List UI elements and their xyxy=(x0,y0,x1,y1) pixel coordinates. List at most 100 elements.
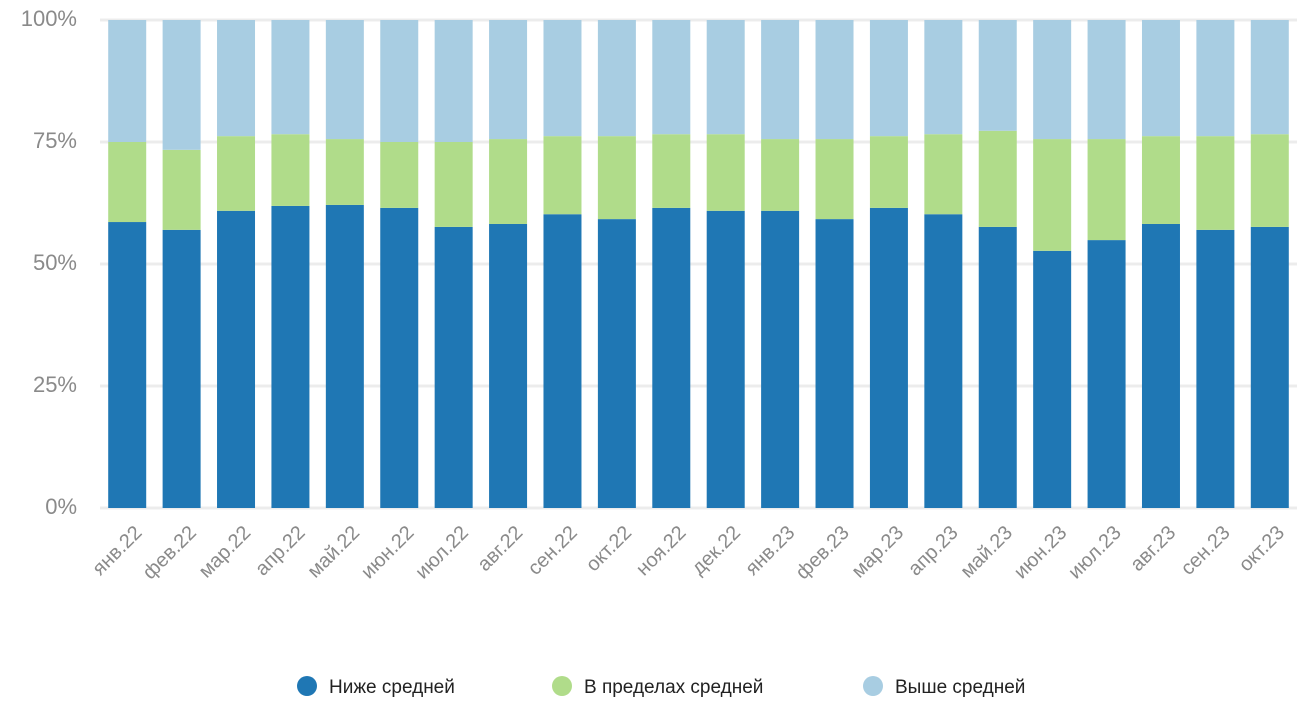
x-tick-label: сен.22 xyxy=(524,522,582,580)
x-tick-label: янв.23 xyxy=(741,522,799,580)
x-tick-label: авг.22 xyxy=(473,522,527,576)
bar-segment xyxy=(325,204,364,508)
x-tick-label: дек.22 xyxy=(687,522,745,580)
bar-segment xyxy=(1196,136,1235,230)
bar-segment xyxy=(217,136,256,211)
bar-segment xyxy=(706,20,745,135)
x-tick-label: май.22 xyxy=(303,522,364,583)
x-tick-label: янв.22 xyxy=(88,522,146,580)
bar-segment xyxy=(924,134,963,215)
bar-segment xyxy=(706,210,745,509)
x-tick-label: мар.22 xyxy=(195,522,256,583)
bar-segment xyxy=(978,226,1017,509)
bar-segment xyxy=(761,139,800,211)
bar-segment xyxy=(1141,223,1180,508)
bar-segment xyxy=(489,20,528,140)
x-tick-label: фев.23 xyxy=(792,522,854,584)
x-tick-label: июл.23 xyxy=(1064,522,1126,584)
x-tick-label: апр.22 xyxy=(251,522,310,581)
bar-segment xyxy=(434,20,473,142)
bar-segment xyxy=(597,136,636,220)
x-tick-label: июн.22 xyxy=(357,522,419,584)
legend-marker xyxy=(863,676,883,696)
bar-segment xyxy=(1250,20,1289,135)
bar-segment xyxy=(162,20,201,150)
bar-segment xyxy=(815,219,854,508)
bar-segment xyxy=(978,130,1017,227)
bar-segment xyxy=(652,20,691,135)
bar-segment xyxy=(543,136,582,215)
bar-segment xyxy=(1087,139,1126,241)
bar-segment xyxy=(1141,136,1180,224)
bar-segment xyxy=(1033,20,1072,140)
bar-segment xyxy=(271,205,310,509)
bar-segment xyxy=(434,226,473,509)
x-tick-label: ноя.22 xyxy=(632,522,691,581)
bar-segment xyxy=(978,20,1017,131)
bar-segment xyxy=(761,20,800,140)
bar-segment xyxy=(434,142,473,227)
bar-segment xyxy=(924,20,963,135)
x-tick-label: апр.23 xyxy=(904,522,963,581)
legend-label: Ниже средней xyxy=(329,677,455,698)
y-tick-label: 50% xyxy=(33,250,77,275)
bar-segment xyxy=(380,207,419,508)
x-tick-label: мар.23 xyxy=(848,522,909,583)
bar-segment xyxy=(543,214,582,508)
bar-segment xyxy=(815,139,854,220)
bar-segment xyxy=(1087,240,1126,508)
bar-segment xyxy=(652,207,691,508)
x-tick-label: окт.23 xyxy=(1235,522,1289,576)
bar-segment xyxy=(1196,20,1235,137)
x-tick-label: фев.22 xyxy=(139,522,201,584)
bar-segment xyxy=(1250,134,1289,227)
bar-segment xyxy=(325,139,364,205)
bar-segment xyxy=(108,142,147,223)
bar-segment xyxy=(706,134,745,211)
bar-segment xyxy=(597,20,636,137)
bar-segment xyxy=(652,134,691,208)
bar-segment xyxy=(1141,20,1180,137)
bar-segment xyxy=(271,20,310,135)
bar-segment xyxy=(489,139,528,224)
y-tick-label: 25% xyxy=(33,372,77,397)
bar-segment xyxy=(325,20,364,140)
bar-segment xyxy=(162,149,201,230)
legend-label: В пределах средней xyxy=(584,677,763,698)
bar-segment xyxy=(1196,229,1235,508)
y-tick-label: 100% xyxy=(21,6,77,31)
legend-label: Выше средней xyxy=(895,677,1025,698)
bar-segment xyxy=(108,20,147,142)
bar-segment xyxy=(869,136,908,208)
bar-segment xyxy=(217,20,256,137)
bar-segment xyxy=(489,223,528,508)
bar-segment xyxy=(380,20,419,142)
bar-segment xyxy=(108,222,147,509)
x-tick-label: июл.22 xyxy=(411,522,473,584)
x-tick-label: авг.23 xyxy=(1126,522,1180,576)
bar-segment xyxy=(869,20,908,137)
bar-segment xyxy=(1250,226,1289,509)
bar-segment xyxy=(761,210,800,509)
y-tick-label: 0% xyxy=(45,494,77,519)
legend-marker xyxy=(297,676,317,696)
x-tick-label: сен.23 xyxy=(1177,522,1235,580)
bar-segment xyxy=(1033,139,1072,251)
bar-segment xyxy=(380,142,419,208)
bar-segment xyxy=(543,20,582,137)
bar-segment xyxy=(1033,250,1072,508)
y-tick-label: 75% xyxy=(33,128,77,153)
bar-segment xyxy=(1087,20,1126,140)
x-tick-label: окт.22 xyxy=(582,522,636,576)
bar-segment xyxy=(597,219,636,508)
bar-segment xyxy=(815,20,854,140)
bar-segment xyxy=(869,207,908,508)
x-tick-label: май.23 xyxy=(956,522,1017,583)
bar-segment xyxy=(217,210,256,509)
bar-segment xyxy=(271,134,310,206)
bar-segment xyxy=(162,229,201,508)
bar-segment xyxy=(924,214,963,508)
legend-marker xyxy=(552,676,572,696)
x-tick-label: июн.23 xyxy=(1010,522,1072,584)
